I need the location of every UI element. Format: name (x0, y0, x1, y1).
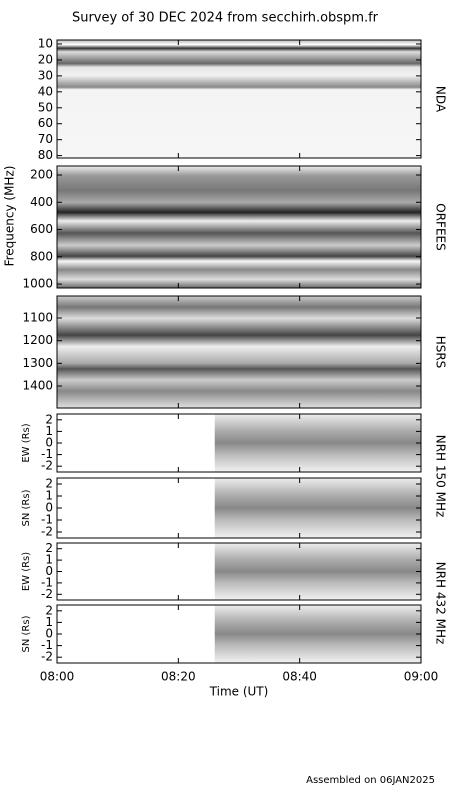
spectrogram-image (214, 414, 421, 472)
y-tick-label: 1300 (22, 356, 53, 370)
y-tick-label: 1400 (22, 379, 53, 393)
y-tick-label: -1 (41, 447, 53, 461)
y-tick-label: -2 (41, 459, 53, 473)
spectrogram-image (214, 478, 421, 538)
x-tick-label: 08:40 (282, 670, 317, 684)
spectrogram-image (57, 166, 421, 288)
chart-title: Survey of 30 DEC 2024 from secchirh.obsp… (72, 11, 379, 26)
instrument-label: NRH 150 MHz (434, 435, 448, 518)
y-tick-label: 2 (45, 541, 53, 555)
y-tick-label: 400 (30, 195, 53, 209)
panel-label: ORFEES (434, 203, 448, 250)
y-tick-label: 0 (45, 564, 53, 578)
y-tick-label: 600 (30, 222, 53, 236)
y-tick-label: 1000 (22, 277, 53, 291)
x-tick-label: 08:00 (40, 670, 75, 684)
panel-axis-label: EW (Rs) (21, 552, 32, 591)
y-tick-label: -1 (41, 513, 53, 527)
spectrogram-image (57, 296, 421, 408)
y-tick-label: 1 (45, 424, 53, 438)
y-tick-label: 20 (38, 52, 53, 66)
x-tick-label: 09:00 (404, 670, 439, 684)
panel-axis-label: SN (Rs) (21, 615, 32, 652)
spectrogram-image (214, 605, 421, 663)
y-tick-label: -2 (41, 587, 53, 601)
y-tick-label: 200 (30, 167, 53, 181)
footer: Assembled on 06JAN2025 (306, 775, 435, 786)
x-axis-label: Time (UT) (209, 685, 269, 699)
panel-frame (56, 295, 422, 409)
panel-frame (56, 39, 422, 159)
spectrogram-image (57, 40, 421, 158)
instrument-label: NRH 432 MHz (434, 562, 448, 645)
x-tick-label: 08:20 (161, 670, 196, 684)
y-tick-label: -1 (41, 638, 53, 652)
y-tick-label: 30 (38, 68, 53, 82)
y-tick-label: -1 (41, 575, 53, 589)
y-axis-label: Frequency (MHz) (3, 166, 17, 267)
y-tick-label: 2 (45, 412, 53, 426)
y-tick-label: 1100 (22, 310, 53, 324)
y-tick-label: 0 (45, 436, 53, 450)
y-tick-label: 0 (45, 501, 53, 515)
panel-label: HSRS (434, 336, 448, 369)
y-tick-label: 2 (45, 603, 53, 617)
y-tick-label: 2 (45, 477, 53, 491)
y-tick-label: 50 (38, 100, 53, 114)
y-tick-label: -2 (41, 525, 53, 539)
y-tick-label: 1 (45, 553, 53, 567)
y-tick-label: 60 (38, 116, 53, 130)
y-tick-label: 10 (38, 36, 53, 50)
y-tick-label: -2 (41, 650, 53, 664)
panel-frame (56, 165, 422, 289)
y-tick-label: 0 (45, 627, 53, 641)
y-tick-label: 1 (45, 489, 53, 503)
y-tick-label: 70 (38, 132, 53, 146)
y-tick-label: 40 (38, 84, 53, 98)
y-tick-label: 800 (30, 249, 53, 263)
y-tick-label: 80 (38, 148, 53, 162)
panel-axis-label: SN (Rs) (21, 489, 32, 526)
y-tick-label: 1200 (22, 333, 53, 347)
spectrogram-image (214, 543, 421, 600)
panel-label: NDA (434, 86, 448, 113)
panel-axis-label: EW (Rs) (21, 423, 32, 462)
y-tick-label: 1 (45, 615, 53, 629)
